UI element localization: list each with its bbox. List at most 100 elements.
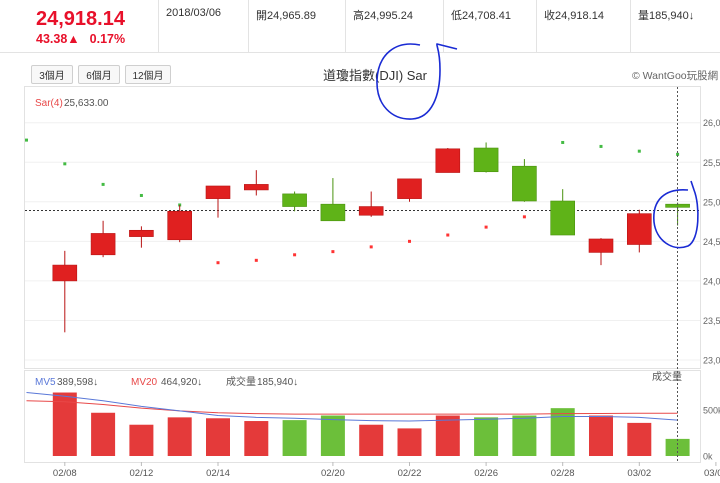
quote-volume: 量185,940↓ bbox=[638, 10, 695, 22]
date-tick-label: 02/12 bbox=[130, 468, 154, 479]
volume-bar bbox=[589, 415, 613, 456]
volume-axis: 500k 0k bbox=[703, 406, 720, 462]
sar-label: Sar(4) bbox=[35, 98, 63, 109]
sar-dot bbox=[369, 245, 373, 249]
volume-bar bbox=[129, 424, 154, 456]
date-tick-label: 03/06 bbox=[704, 468, 720, 479]
sar-dot bbox=[599, 144, 603, 148]
quote-low: 低24,708.41 bbox=[451, 10, 511, 22]
sar-dot bbox=[561, 140, 565, 144]
candles bbox=[52, 142, 690, 333]
quote-bar: 24,918.14 43.38▲ 0.17% 2018/03/06 開24,965… bbox=[0, 0, 720, 53]
volume-bar bbox=[397, 428, 422, 456]
price-tick-label: 24,000 bbox=[703, 276, 720, 286]
sar-dot bbox=[446, 233, 450, 237]
date-tick-label: 03/02 bbox=[627, 468, 651, 479]
volume-bar bbox=[512, 415, 537, 456]
volume-bar bbox=[52, 392, 77, 456]
mv20-line bbox=[26, 400, 678, 415]
sar-dot bbox=[408, 239, 411, 243]
credit-text: © WantGoo玩股網 bbox=[632, 70, 719, 82]
annotation-circle-candle bbox=[653, 180, 699, 249]
range-6m-button[interactable]: 6個月 bbox=[78, 65, 120, 84]
sar-dot bbox=[331, 250, 335, 254]
volume-bar bbox=[627, 422, 652, 456]
quote-close: 收24,918.14 bbox=[544, 10, 604, 22]
date-axis: 02/08 02/12 02/14 02/20 02/22 02/26 02/28 03/02… bbox=[53, 462, 720, 479]
price-tick-label: 25,000 bbox=[703, 197, 720, 207]
candle-body bbox=[52, 264, 78, 282]
sar-dot bbox=[293, 253, 297, 257]
volume-panel-frame bbox=[24, 370, 701, 463]
divider bbox=[630, 0, 631, 52]
price-panel-frame bbox=[24, 86, 701, 369]
sar-dot bbox=[25, 138, 28, 142]
sar-dot bbox=[216, 261, 220, 265]
range-3m-button[interactable]: 3個月 bbox=[31, 65, 73, 84]
mv5-line bbox=[26, 392, 678, 422]
volume-bar bbox=[91, 412, 116, 456]
candle-body bbox=[397, 178, 422, 199]
divider bbox=[345, 0, 346, 52]
candle-body bbox=[588, 238, 614, 253]
quote-high: 高24,995.24 bbox=[353, 10, 413, 22]
mv5-value: 389,598↓ bbox=[57, 377, 98, 388]
candle-body bbox=[473, 147, 499, 173]
divider bbox=[536, 0, 537, 52]
chart-title: 道瓊指數(DJI) Sar bbox=[322, 68, 427, 83]
mv5-label: MV5 bbox=[35, 377, 56, 388]
candle-body bbox=[512, 165, 537, 202]
candle-body bbox=[244, 184, 269, 191]
price-tick-label: 23,500 bbox=[703, 316, 720, 326]
volume-bar bbox=[206, 418, 230, 456]
candle-body bbox=[626, 213, 652, 245]
quote-date: 2018/03/06 bbox=[166, 7, 222, 19]
candle-body bbox=[282, 193, 307, 207]
candle-body bbox=[205, 185, 231, 199]
volume-bar bbox=[435, 415, 460, 456]
price-tick-label: 23,000 bbox=[703, 356, 720, 366]
sar-dot bbox=[637, 149, 641, 153]
sar-dot bbox=[139, 193, 143, 197]
price-change: 43.38▲ 0.17% bbox=[36, 32, 135, 46]
volume-bar bbox=[167, 417, 192, 456]
sar-dot bbox=[676, 152, 680, 156]
date-tick-label: 02/22 bbox=[398, 468, 422, 479]
price-tick-label: 25,500 bbox=[703, 158, 720, 168]
candle-body bbox=[435, 148, 461, 173]
last-price: 24,918.14 bbox=[36, 8, 125, 30]
divider bbox=[443, 0, 444, 52]
date-tick-label: 02/20 bbox=[321, 468, 345, 479]
candle-body bbox=[320, 203, 346, 222]
volume-panel-title: 成交量 bbox=[652, 370, 682, 383]
candle-body bbox=[129, 229, 154, 237]
sar-dot bbox=[484, 225, 488, 229]
volume-label: 成交量 bbox=[226, 375, 256, 388]
sar-dot bbox=[254, 258, 258, 262]
date-tick-label: 02/26 bbox=[474, 468, 498, 479]
mv20-value: 464,920↓ bbox=[161, 377, 202, 388]
candle-body bbox=[358, 206, 384, 216]
price-axis: 26,000 25,500 25,000 24,500 24,000 23,500 23,0… bbox=[703, 118, 720, 365]
mv20-label: MV20 bbox=[131, 377, 158, 388]
change-percent: 0.17% bbox=[89, 32, 126, 46]
volume-bar bbox=[474, 417, 499, 456]
volume-bar bbox=[359, 424, 384, 456]
candle-body bbox=[90, 233, 116, 256]
annotation-circle-title bbox=[376, 43, 458, 120]
grid bbox=[25, 122, 700, 361]
volume-bar bbox=[550, 408, 575, 456]
volume-tick-label: 0k bbox=[703, 452, 713, 462]
range-12m-button[interactable]: 12個月 bbox=[125, 65, 171, 84]
moving-average-lines bbox=[26, 392, 678, 422]
date-tick-label: 02/14 bbox=[206, 468, 230, 479]
volume-tick-label: 500k bbox=[703, 406, 720, 416]
sar-dot bbox=[101, 182, 105, 186]
volume-bars bbox=[52, 392, 690, 456]
sar-dot bbox=[522, 215, 526, 219]
quote-open: 開24,965.89 bbox=[256, 10, 316, 22]
candle-body bbox=[550, 200, 576, 236]
price-tick-label: 26,000 bbox=[703, 118, 720, 128]
volume-bar bbox=[244, 421, 269, 456]
